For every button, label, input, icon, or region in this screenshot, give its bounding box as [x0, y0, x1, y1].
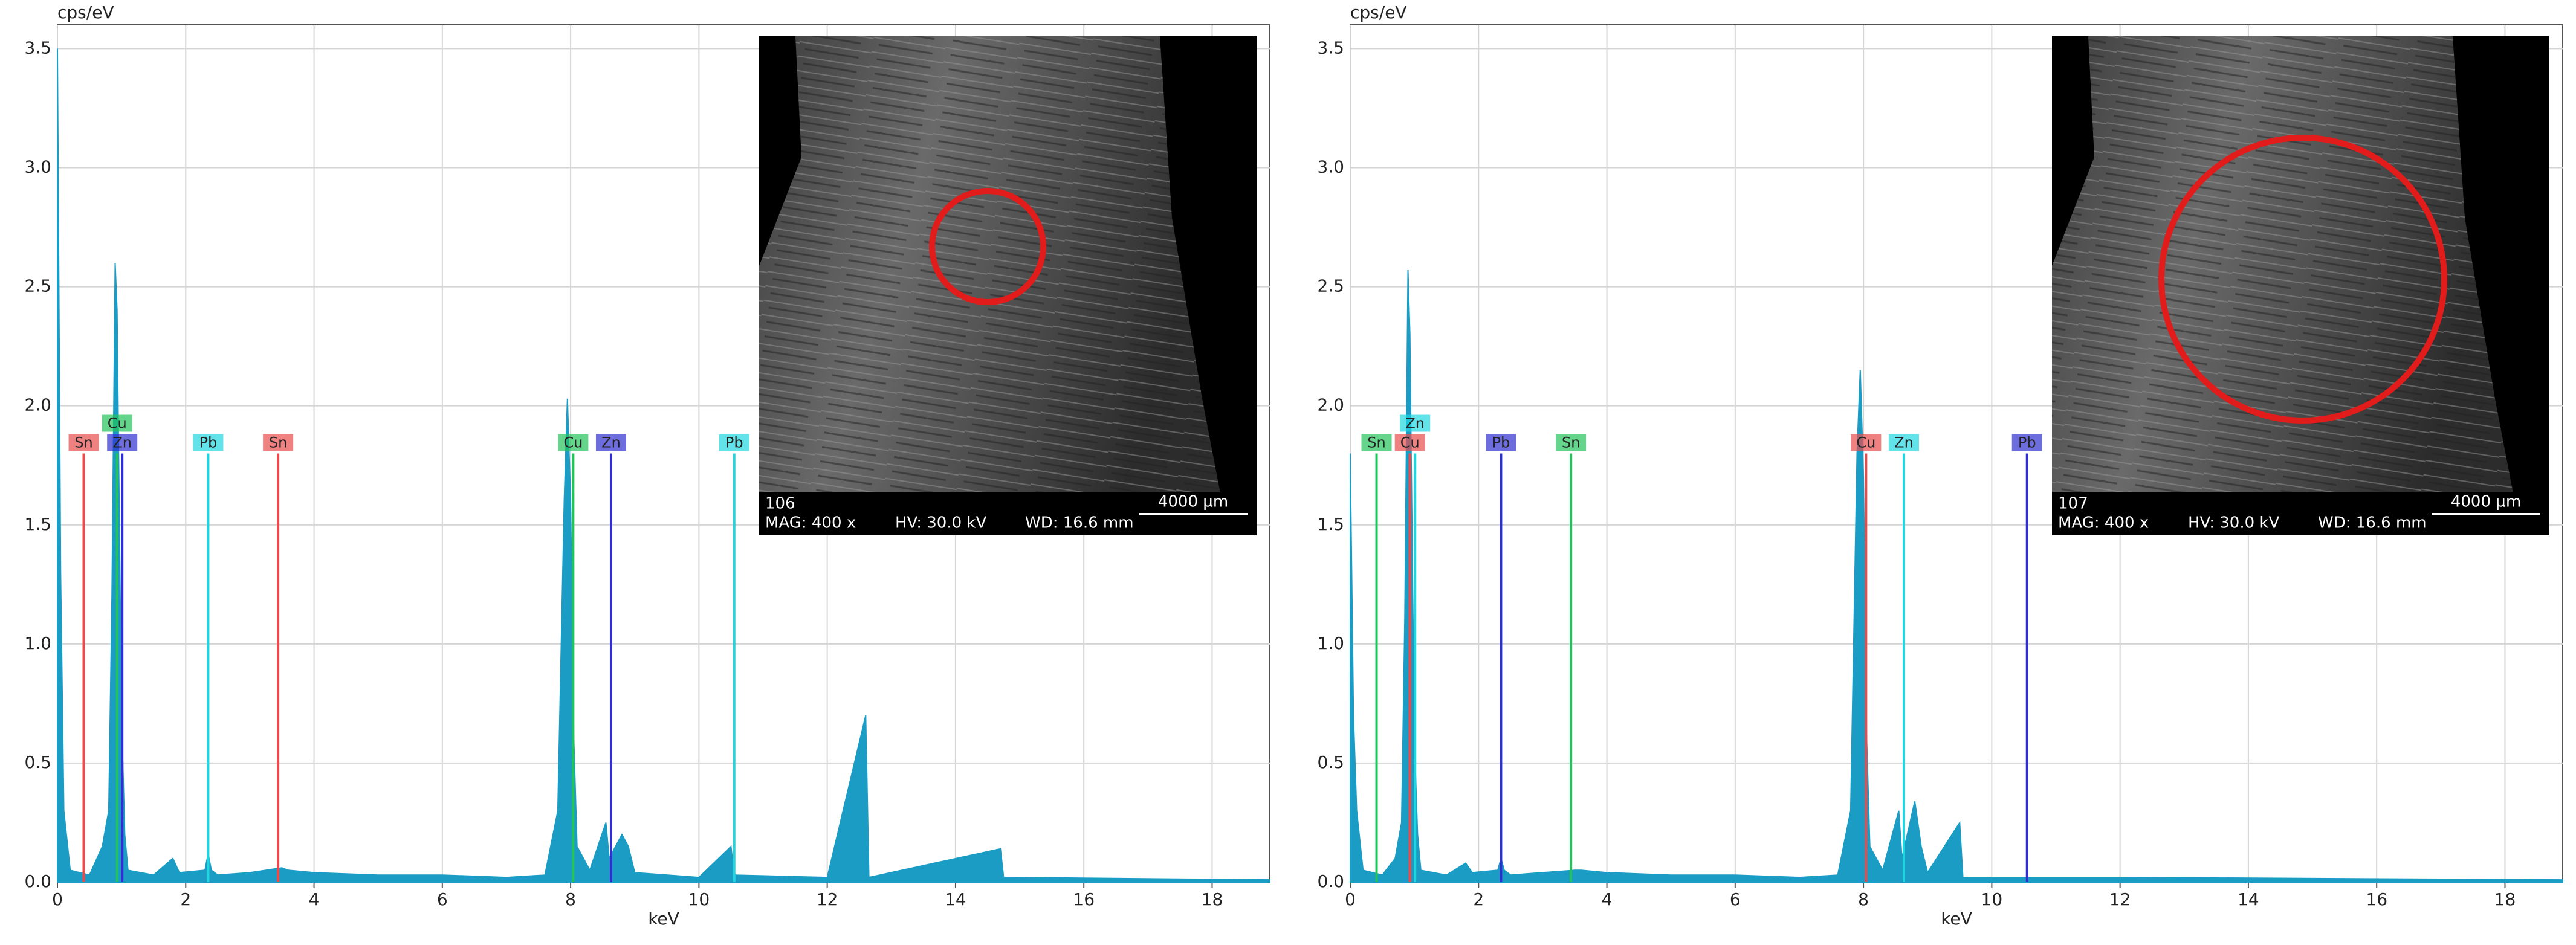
element-label-box — [1486, 434, 1516, 451]
mag-label: MAG: 400 x — [2058, 514, 2149, 532]
element-label-box — [1888, 434, 1919, 451]
x-tick-label: 6 — [1730, 889, 1741, 909]
y-axis-label: cps/eV — [57, 2, 114, 22]
y-tick-label: 3.5 — [24, 37, 51, 57]
y-tick-label: 3.0 — [24, 157, 51, 177]
x-tick-label: 8 — [565, 889, 576, 909]
x-axis-label: keV — [1941, 909, 1972, 929]
element-label-box — [1394, 434, 1425, 451]
spectrum-area — [1350, 269, 2563, 883]
image-id: 107 — [2058, 495, 2088, 513]
scale-label: 4000 µm — [1158, 493, 1228, 511]
element-label: Zn — [112, 434, 132, 451]
x-tick-label: 16 — [1073, 889, 1095, 909]
y-tick-label: 2.0 — [1317, 395, 1344, 415]
x-tick-label: 2 — [1473, 889, 1484, 909]
y-tick-label: 3.0 — [1317, 157, 1344, 177]
x-tick-label: 16 — [2366, 889, 2387, 909]
element-label-box — [1361, 434, 1392, 451]
element-label: Pb — [725, 434, 743, 451]
element-label: Pb — [1492, 434, 1510, 451]
element-label: Pb — [199, 434, 218, 451]
x-tick-label: 0 — [1345, 889, 1356, 909]
mag-label: MAG: 400 x — [765, 514, 856, 532]
element-label: Cu — [563, 434, 583, 451]
element-label-box — [1851, 434, 1882, 451]
y-tick-label: 1.5 — [24, 514, 51, 534]
element-label: Zn — [1405, 415, 1425, 432]
x-tick-label: 18 — [2494, 889, 2516, 909]
x-tick-label: 4 — [1602, 889, 1613, 909]
element-label-box — [1556, 434, 1587, 451]
element-label: Cu — [1400, 434, 1420, 451]
y-axis-label: cps/eV — [1350, 2, 1407, 22]
y-tick-label: 1.0 — [1317, 633, 1344, 653]
element-label: Sn — [1562, 434, 1580, 451]
x-tick-label: 6 — [437, 889, 448, 909]
y-tick-label: 2.5 — [1317, 276, 1344, 296]
element-label: Zn — [601, 434, 621, 451]
sem-texture — [2052, 36, 2513, 493]
highlight-circle — [2158, 135, 2447, 424]
spectrum-area — [57, 48, 1270, 883]
x-tick-label: 8 — [1858, 889, 1869, 909]
element-label-box — [558, 434, 589, 451]
element-label-box — [68, 434, 99, 451]
element-label: Sn — [1367, 434, 1385, 451]
y-tick-label: 0.5 — [24, 752, 51, 772]
x-tick-label: 0 — [52, 889, 63, 909]
element-label-box — [1400, 414, 1431, 432]
element-label: Cu — [108, 415, 127, 432]
x-tick-label: 4 — [309, 889, 320, 909]
y-tick-label: 1.5 — [1317, 514, 1344, 534]
x-tick-label: 12 — [817, 889, 838, 909]
element-label: Sn — [74, 434, 92, 451]
element-label-box — [595, 434, 626, 451]
hv-label: HV: 30.0 kV — [2188, 514, 2279, 532]
element-label: Sn — [269, 434, 287, 451]
y-tick-label: 2.0 — [24, 395, 51, 415]
x-tick-label: 14 — [945, 889, 966, 909]
y-tick-label: 0.5 — [1317, 752, 1344, 772]
image-id: 106 — [765, 495, 795, 513]
x-tick-label: 14 — [2238, 889, 2259, 909]
chart: 0.0 0.5 1.0 1.5 2.0 2.5 3.0 3.5 0 2 4 6 8 10 12 14 16 18 c… — [24, 2, 1270, 929]
x-axis-label: keV — [648, 909, 679, 929]
chart: 0.0 0.5 1.0 1.5 2.0 2.5 3.0 3.5 0 2 4 6 8 10 12 14 16 18 c… — [1317, 2, 2563, 929]
highlight-circle — [929, 188, 1046, 305]
element-label-box — [2011, 434, 2042, 451]
y-tick-label: 1.0 — [24, 633, 51, 653]
x-tick-label: 10 — [688, 889, 710, 909]
element-label-box — [107, 434, 138, 451]
hv-label: HV: 30.0 kV — [895, 514, 986, 532]
y-tick-label: 0.0 — [24, 871, 51, 891]
x-tick-label: 12 — [2109, 889, 2131, 909]
element-label: Cu — [1856, 434, 1875, 451]
element-label-box — [193, 434, 224, 451]
element-label-box — [263, 434, 294, 451]
sem-texture — [759, 36, 1220, 493]
y-tick-label: 0.0 — [1317, 871, 1344, 891]
y-tick-label: 2.5 — [24, 276, 51, 296]
x-tick-label: 10 — [1981, 889, 2003, 909]
element-label-box — [102, 414, 132, 432]
element-label-box — [719, 434, 749, 451]
x-tick-label: 18 — [1202, 889, 1223, 909]
element-label: Pb — [2018, 434, 2036, 451]
element-label: Zn — [1894, 434, 1914, 451]
scale-label: 4000 µm — [2451, 493, 2521, 511]
y-tick-label: 3.5 — [1317, 37, 1344, 57]
wd-label: WD: 16.6 mm — [2318, 514, 2427, 532]
wd-label: WD: 16.6 mm — [1025, 514, 1134, 532]
x-tick-label: 2 — [180, 889, 191, 909]
